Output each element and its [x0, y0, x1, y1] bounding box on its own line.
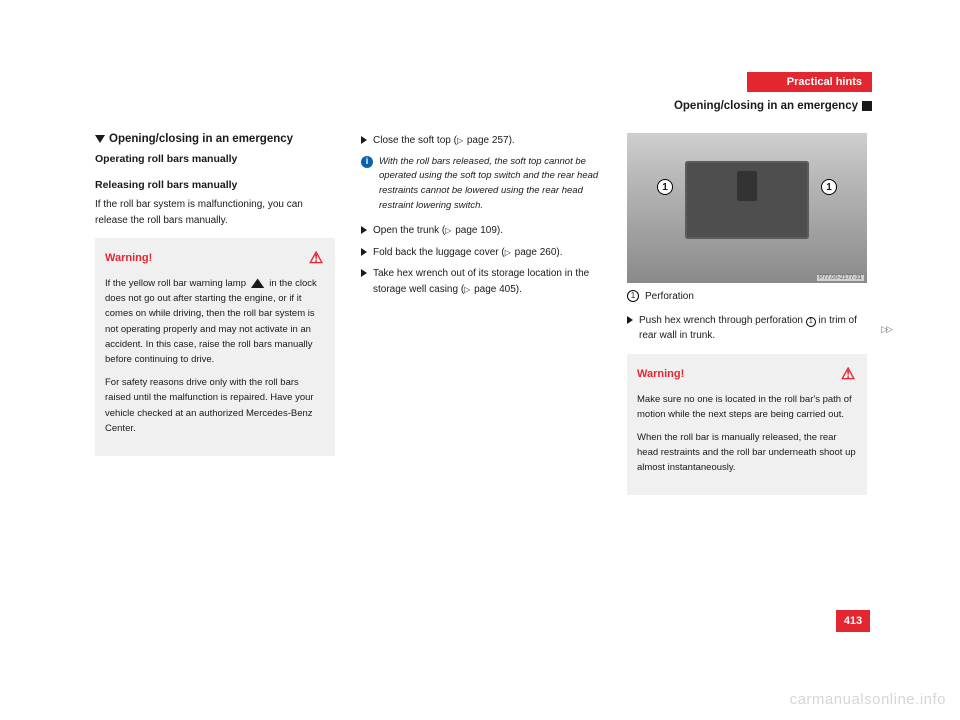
folder-heading: Opening/closing in an emergency [95, 133, 335, 145]
watermark: carmanualsonline.info [790, 691, 946, 708]
column-3: 1 1 P77.00-2177-31 1 Perforation Push he… [627, 133, 867, 495]
subheading-releasing: Releasing roll bars manually [95, 179, 335, 191]
warning-box-2: Warning! ⚠ Make sure no one is located i… [627, 354, 867, 496]
step-item: Fold back the luggage cover ( page 260). [361, 245, 601, 261]
subheading-operating: Operating roll bars manually [95, 153, 335, 165]
step-arrow-icon [361, 248, 367, 256]
figure-id: P77.00-2177-31 [817, 275, 864, 281]
step-arrow-icon [627, 316, 633, 324]
section-marker-icon [862, 101, 872, 111]
warning-text: If the yellow roll bar warning lamp in t… [105, 276, 325, 367]
figure-caption: 1 Perforation [627, 289, 867, 305]
callout-1: 1 [657, 179, 673, 195]
step-item: Take hex wrench out of its storage locat… [361, 266, 601, 297]
column-1: Opening/closing in an emergency Operatin… [95, 133, 335, 495]
step-item: Open the trunk ( page 109). [361, 223, 601, 239]
caption-number-icon: 1 [627, 290, 639, 302]
continued-arrows-icon: ▷▷ [881, 324, 891, 335]
step-arrow-icon [361, 269, 367, 277]
page-ref-icon [505, 247, 512, 258]
manual-page: Practical hints Opening/closing in an em… [95, 78, 870, 495]
warning-text: When the roll bar is manually released, … [637, 430, 857, 476]
rollbar-lamp-icon [251, 278, 265, 288]
warning-text: For safety reasons drive only with the r… [105, 375, 325, 436]
warning-triangle-icon: ⚠ [307, 248, 325, 268]
section-heading: Opening/closing in an emergency [572, 100, 872, 112]
content-columns: Opening/closing in an emergency Operatin… [95, 133, 870, 495]
step-arrow-icon [361, 226, 367, 234]
page-number: 413 [836, 610, 870, 632]
callout-1: 1 [821, 179, 837, 195]
step-item: Close the soft top ( page 257). [361, 133, 601, 149]
figure-trunk-wall: 1 1 P77.00-2177-31 [627, 133, 867, 283]
warning-header: Warning! ⚠ [105, 248, 325, 268]
warning-text: Make sure no one is located in the roll … [637, 392, 857, 422]
column-2: Close the soft top ( page 257). i With t… [361, 133, 601, 495]
folder-arrow-icon [95, 135, 105, 143]
figure-panel [685, 161, 809, 239]
step-arrow-icon [361, 136, 367, 144]
step-item: Push hex wrench through perforation 1 in… [627, 313, 867, 344]
intro-paragraph: If the roll bar system is malfunctioning… [95, 197, 335, 228]
warning-header: Warning! ⚠ [637, 364, 857, 384]
inline-callout-icon: 1 [806, 317, 816, 327]
page-header: Practical hints Opening/closing in an em… [572, 72, 872, 112]
warning-box-1: Warning! ⚠ If the yellow roll bar warnin… [95, 238, 335, 456]
chapter-tab: Practical hints [747, 72, 872, 92]
warning-triangle-icon: ⚠ [839, 364, 857, 384]
info-icon: i [361, 156, 373, 168]
info-note: i With the roll bars released, the soft … [361, 155, 601, 214]
